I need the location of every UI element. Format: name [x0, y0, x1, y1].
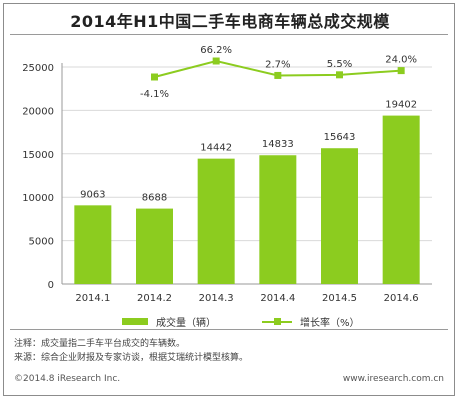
- growth-point: [397, 67, 405, 75]
- growth-point: [212, 57, 220, 65]
- legend-bar-swatch: [122, 318, 148, 325]
- bar: [136, 208, 173, 284]
- y-tick-label: 20000: [22, 106, 54, 117]
- title-divider: [10, 34, 448, 35]
- growth-value-label: -4.1%: [140, 89, 169, 100]
- note-text: 注释：成交量指二手车平台成交的车辆数。: [14, 339, 186, 349]
- x-tick-label: 2014.3: [199, 293, 234, 304]
- legend-bar-label: 成交量（辆）: [156, 318, 216, 329]
- x-tick-label: 2014.4: [260, 293, 295, 304]
- x-tick-label: 2014.2: [137, 293, 172, 304]
- copyright-text: ©2014.8 iResearch Inc.: [14, 374, 121, 384]
- legend-line-swatch: [262, 317, 292, 325]
- bar-value-label: 14833: [262, 139, 294, 150]
- x-tick-label: 2014.5: [322, 293, 357, 304]
- y-tick-label: 15000: [22, 150, 54, 161]
- growth-value-label: 2.7%: [265, 59, 290, 70]
- y-tick-label: 10000: [22, 193, 54, 204]
- growth-value-label: 66.2%: [200, 45, 232, 56]
- bar: [382, 115, 420, 284]
- legend-line: 增长率（%）: [262, 314, 360, 329]
- growth-point: [151, 73, 158, 81]
- bar-value-label: 15643: [324, 132, 356, 143]
- bar: [74, 205, 112, 284]
- legend-line-marker: [274, 317, 281, 325]
- notes-divider: [10, 329, 448, 330]
- bar: [197, 158, 235, 284]
- x-tick-label: 2014.1: [75, 293, 110, 304]
- bar-value-label: 8688: [142, 193, 167, 204]
- y-tick-label: 25000: [22, 63, 54, 74]
- bar-value-label: 14442: [200, 143, 232, 154]
- bar: [321, 148, 358, 284]
- bar-value-label: 9063: [80, 189, 105, 200]
- bar: [259, 155, 297, 284]
- x-tick-label: 2014.6: [384, 293, 419, 304]
- chart-title: 2014年H1中国二手车电商车辆总成交规模: [70, 12, 390, 31]
- source-text: 来源：综合企业财报及专家访谈，根据艾瑞统计模型核算。: [14, 353, 249, 363]
- growth-value-label: 5.5%: [327, 59, 352, 70]
- y-tick-label: 5000: [29, 237, 54, 248]
- growth-point: [336, 71, 343, 79]
- growth-point: [274, 71, 282, 79]
- legend-bar: 成交量（辆）: [122, 314, 216, 329]
- website-text: www.iresearch.com.cn: [342, 374, 444, 384]
- y-tick-label: 0: [48, 280, 54, 291]
- growth-value-label: 24.0%: [385, 55, 417, 66]
- bar-value-label: 19402: [385, 100, 417, 111]
- legend-line-label: 增长率（%）: [300, 318, 360, 329]
